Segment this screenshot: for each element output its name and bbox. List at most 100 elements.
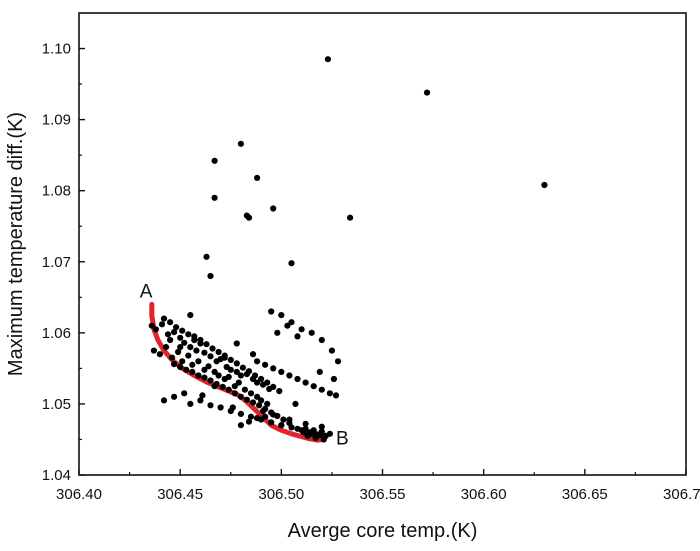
data-point	[256, 402, 263, 409]
x-tick-label: 306.70	[663, 486, 700, 503]
data-point	[268, 419, 275, 426]
data-point	[280, 416, 287, 423]
data-point	[237, 410, 244, 417]
data-point	[268, 308, 275, 315]
data-point	[189, 368, 196, 375]
y-tick-label: 1.09	[42, 112, 71, 129]
x-tick-label: 306.40	[56, 486, 102, 503]
data-point	[195, 372, 202, 379]
data-point	[237, 140, 244, 147]
data-point	[183, 366, 190, 373]
data-point	[160, 315, 168, 322]
data-point	[247, 413, 255, 420]
data-point	[181, 390, 188, 397]
data-point	[264, 379, 271, 386]
points-layer	[148, 56, 548, 443]
data-point	[209, 345, 216, 352]
data-point	[189, 361, 196, 368]
x-axis-label: Averge core temp.(K)	[288, 520, 478, 542]
data-point	[173, 324, 180, 331]
data-point	[177, 344, 184, 351]
data-point	[169, 354, 176, 361]
data-point	[171, 329, 178, 336]
data-point	[541, 181, 548, 189]
x-tick-label: 306.55	[360, 486, 406, 503]
data-point	[262, 361, 269, 368]
data-point	[235, 379, 242, 386]
data-point	[215, 372, 222, 379]
data-point	[330, 375, 337, 383]
data-point	[322, 432, 329, 439]
data-point	[278, 368, 285, 375]
data-point	[203, 341, 210, 348]
data-point	[302, 420, 309, 427]
data-point	[164, 331, 172, 338]
x-tick-label: 306.65	[562, 486, 608, 503]
data-point	[270, 383, 277, 390]
data-point	[249, 351, 257, 358]
data-point	[270, 205, 277, 212]
data-point	[292, 400, 299, 407]
data-point	[270, 411, 277, 418]
data-point	[262, 413, 269, 420]
data-point	[225, 386, 232, 393]
data-point	[203, 253, 210, 260]
data-point	[167, 336, 174, 344]
data-point	[162, 344, 170, 351]
data-point	[191, 333, 198, 340]
data-point	[231, 383, 238, 390]
data-point	[278, 422, 285, 429]
data-point	[221, 354, 228, 361]
data-point	[318, 428, 325, 435]
data-point	[298, 326, 305, 333]
data-point	[247, 390, 255, 397]
data-point	[187, 344, 194, 351]
data-point	[245, 214, 253, 221]
data-point	[274, 329, 281, 336]
data-point	[152, 326, 159, 333]
data-point	[288, 319, 295, 326]
data-point	[171, 393, 178, 400]
data-point	[199, 392, 206, 399]
data-point	[251, 372, 259, 379]
data-point	[207, 353, 214, 360]
data-point	[229, 404, 236, 411]
data-point	[326, 390, 333, 397]
data-point	[254, 358, 261, 365]
data-point	[284, 322, 291, 329]
data-point	[254, 174, 261, 181]
data-point	[324, 56, 331, 63]
data-point	[150, 347, 157, 354]
data-point	[207, 377, 214, 384]
x-tick-label: 306.60	[461, 486, 507, 503]
data-point	[294, 425, 301, 432]
annotation-label: A	[140, 281, 153, 302]
data-point	[347, 214, 354, 221]
x-tick-label: 306.45	[157, 486, 203, 503]
data-point	[328, 347, 335, 354]
data-point	[258, 375, 265, 383]
y-axis-ticks: 1.04 1.05 1.06 1.07 1.08 1.09 1.10	[42, 41, 85, 484]
data-point	[270, 365, 277, 372]
data-point	[286, 416, 293, 423]
data-point	[201, 374, 208, 381]
data-point	[177, 363, 184, 371]
data-point	[233, 360, 240, 367]
data-point	[278, 312, 285, 319]
data-point	[260, 407, 267, 415]
data-point	[310, 427, 317, 434]
data-point	[332, 392, 340, 399]
data-point	[276, 388, 283, 395]
data-point	[288, 260, 295, 267]
data-point	[254, 415, 261, 422]
data-point	[207, 272, 214, 280]
data-point	[195, 358, 202, 365]
y-tick-label: 1.07	[42, 254, 71, 271]
data-point	[264, 400, 271, 407]
data-point	[171, 361, 178, 368]
data-point	[160, 397, 168, 404]
annotations-layer: AB	[140, 281, 349, 449]
y-tick-label: 1.05	[42, 396, 71, 413]
data-point	[211, 157, 218, 164]
